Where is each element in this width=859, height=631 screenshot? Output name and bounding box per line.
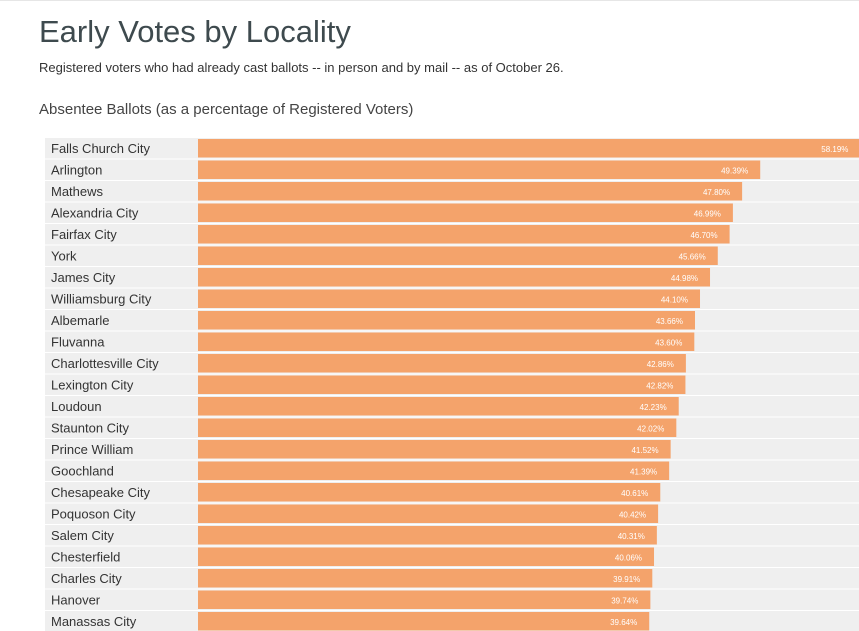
data-label: 47.80% (703, 188, 730, 197)
bar (198, 289, 701, 308)
data-label: 46.99% (694, 210, 721, 219)
category-label: Staunton City (51, 421, 130, 436)
category-label: Mathews (51, 184, 104, 199)
category-label: Goochland (51, 464, 114, 479)
data-label: 39.91% (613, 575, 640, 584)
category-label: Fairfax City (51, 227, 117, 242)
chart-title: Absentee Ballots (as a percentage of Reg… (39, 101, 414, 118)
category-label: Charles City (51, 571, 122, 586)
bar (198, 268, 711, 287)
bar (198, 225, 730, 244)
bar (198, 526, 657, 545)
data-label: 44.98% (671, 274, 698, 283)
bar-row: Falls Church City 58.19% (45, 138, 859, 159)
data-label: 42.02% (637, 425, 664, 434)
data-label: 45.66% (679, 253, 706, 262)
category-label: Alexandria City (51, 206, 139, 221)
category-label: Lexington City (51, 378, 134, 393)
category-label: Salem City (51, 528, 114, 543)
bar-row: James City 44.98% (45, 267, 859, 288)
data-label: 39.64% (610, 618, 637, 627)
bar-row: Charlottesville City 42.86% (45, 353, 859, 374)
category-label: Chesterfield (51, 550, 120, 565)
bar-row: Albemarle 43.66% (45, 310, 859, 331)
page-subtitle: Registered voters who had already cast b… (39, 60, 564, 75)
data-label: 41.52% (631, 446, 658, 455)
data-label: 40.61% (621, 489, 648, 498)
bar (198, 461, 670, 480)
bar-row: York 45.66% (45, 245, 859, 266)
bar-row: Staunton City 42.02% (45, 417, 859, 438)
category-label: James City (51, 270, 116, 285)
bar (198, 590, 651, 609)
bar-row: Goochland 41.39% (45, 460, 859, 481)
bar (198, 160, 761, 179)
page-title: Early Votes by Locality (39, 14, 351, 49)
bar-row: Prince William 41.52% (45, 439, 859, 460)
category-label: Arlington (51, 163, 102, 178)
data-label: 58.19% (821, 145, 848, 154)
bar-row: Lexington City 42.82% (45, 374, 859, 395)
category-label: Hanover (51, 593, 101, 608)
bar-row: Arlington 49.39% (45, 159, 859, 180)
bar-row: Chesapeake City 40.61% (45, 482, 859, 503)
category-label: Albemarle (51, 313, 110, 328)
bar (198, 375, 686, 394)
bar (198, 504, 659, 523)
data-label: 43.60% (655, 339, 682, 348)
bar (198, 182, 743, 201)
bar (198, 483, 661, 502)
bar-row: Poquoson City 40.42% (45, 503, 859, 524)
category-label: Loudoun (51, 399, 102, 414)
bar-row: Charles City 39.91% (45, 568, 859, 589)
category-label: Williamsburg City (51, 292, 152, 307)
data-label: 43.66% (656, 317, 683, 326)
bar-row: Manassas City 39.64% (45, 611, 859, 631)
bar (198, 397, 679, 416)
bar-row: Fairfax City 46.70% (45, 224, 859, 245)
bar (198, 139, 859, 158)
category-label: Chesapeake City (51, 485, 150, 500)
bar (198, 569, 653, 588)
bar (198, 612, 650, 631)
data-label: 44.10% (661, 296, 688, 305)
bar-row: Williamsburg City 44.10% (45, 288, 859, 309)
data-label: 41.39% (630, 468, 657, 477)
bar (198, 418, 677, 437)
data-label: 39.74% (611, 597, 638, 606)
bar (198, 354, 686, 373)
data-label: 42.23% (640, 403, 667, 412)
bar-row: Hanover 39.74% (45, 589, 859, 610)
bar-row: Mathews 47.80% (45, 181, 859, 202)
category-label: Charlottesville City (51, 356, 159, 371)
category-label: Prince William (51, 442, 133, 457)
category-label: York (51, 249, 77, 264)
bar-row: Fluvanna 43.60% (45, 331, 859, 352)
category-label: Fluvanna (51, 335, 105, 350)
bar-chart: Falls Church City 58.19% Arlington 49.39% Ma… (45, 138, 859, 631)
category-label: Poquoson City (51, 507, 136, 522)
bar (198, 547, 655, 566)
top-divider (0, 0, 859, 1)
bar (198, 203, 733, 222)
category-label: Manassas City (51, 614, 137, 629)
bar (198, 311, 695, 330)
data-label: 42.86% (647, 360, 674, 369)
category-label: Falls Church City (51, 141, 150, 156)
bar (198, 246, 718, 265)
data-label: 40.31% (618, 532, 645, 541)
data-label: 49.39% (721, 167, 748, 176)
data-label: 40.06% (615, 554, 642, 563)
bar (198, 332, 695, 351)
bar-row: Loudoun 42.23% (45, 396, 859, 417)
bar-row: Alexandria City 46.99% (45, 202, 859, 223)
data-label: 46.70% (690, 231, 717, 240)
bar-row: Chesterfield 40.06% (45, 546, 859, 567)
data-label: 40.42% (619, 511, 646, 520)
data-label: 42.82% (646, 382, 673, 391)
bar-row: Salem City 40.31% (45, 525, 859, 546)
bar (198, 440, 671, 459)
